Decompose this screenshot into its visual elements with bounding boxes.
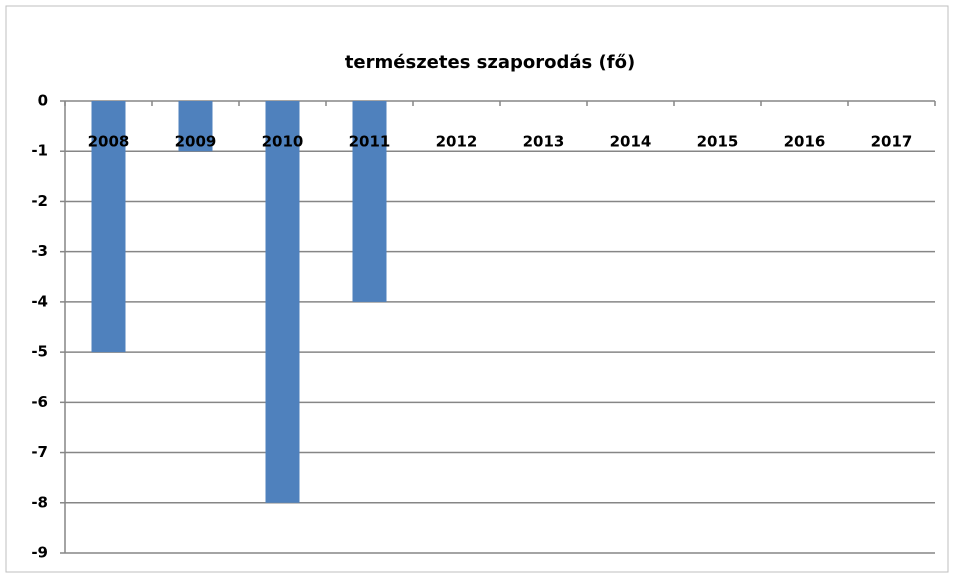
bar [178, 101, 213, 152]
x-tick-label: 2011 [349, 133, 391, 151]
y-tick-label: -2 [31, 192, 48, 210]
y-tick-label: 0 [38, 92, 48, 110]
y-tick-label: -1 [31, 142, 48, 160]
y-tick-label: -4 [31, 292, 48, 310]
chart-border [5, 5, 949, 573]
x-tick-label: 2012 [436, 133, 478, 151]
x-tick-label: 2014 [610, 133, 652, 151]
x-tick-label: 2016 [784, 133, 826, 151]
y-tick-label: -5 [31, 343, 48, 361]
x-tick-label: 2013 [523, 133, 565, 151]
bar [352, 101, 387, 302]
y-tick-label: -7 [31, 443, 48, 461]
y-tick-label: -6 [31, 393, 48, 411]
x-tick-label: 2015 [697, 133, 739, 151]
y-tick-label: -3 [31, 242, 48, 260]
x-tick-label: 2010 [262, 133, 304, 151]
bar [265, 101, 300, 503]
y-tick-label: -9 [31, 544, 48, 562]
y-tick-label: -8 [31, 493, 48, 511]
chart-title: természetes szaporodás (fő) [345, 52, 635, 73]
x-tick-label: 2008 [88, 133, 130, 151]
bar [91, 101, 126, 353]
x-tick-label: 2009 [175, 133, 217, 151]
x-tick-label: 2017 [871, 133, 913, 151]
